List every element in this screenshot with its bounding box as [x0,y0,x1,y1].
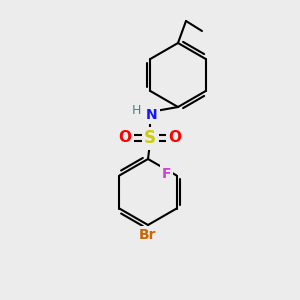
Text: F: F [162,167,171,181]
Text: Br: Br [139,228,157,242]
Text: N: N [146,108,158,122]
Text: O: O [118,130,131,146]
Text: S: S [144,129,156,147]
Text: O: O [169,130,182,146]
Text: H: H [131,104,141,118]
